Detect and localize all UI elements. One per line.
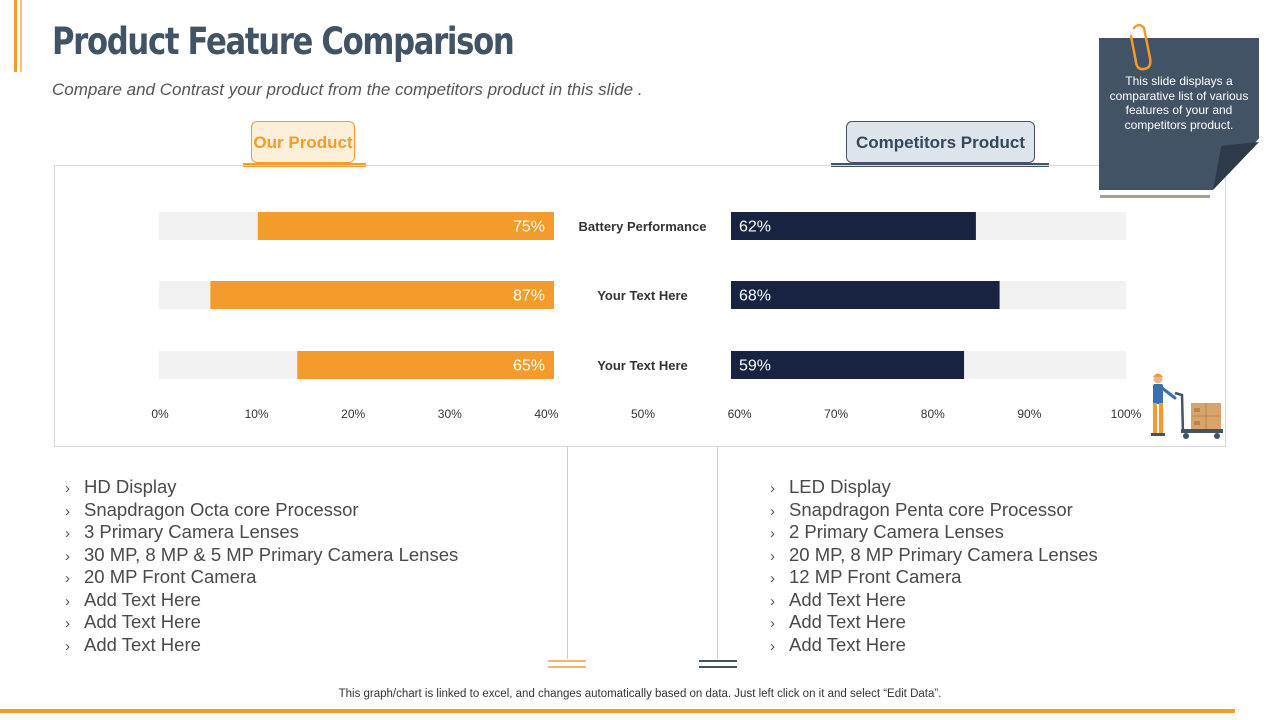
chevron-right-icon: › xyxy=(770,502,775,520)
bar-competitor xyxy=(731,212,976,240)
title-accent-bar xyxy=(14,0,23,72)
x-tick-label: 60% xyxy=(728,407,752,421)
feature-item: › Snapdragon Penta core Processor xyxy=(770,499,1098,522)
x-tick-label: 70% xyxy=(824,407,848,421)
x-tick-label: 80% xyxy=(921,407,945,421)
x-tick-label: 30% xyxy=(438,407,462,421)
note-text: This slide displays a comparative list o… xyxy=(1109,74,1249,132)
feature-item: › 3 Primary Camera Lenses xyxy=(65,521,458,544)
chevron-right-icon: › xyxy=(65,592,70,610)
competitor-features-bracket xyxy=(717,447,1218,659)
feature-item: › 2 Primary Camera Lenses xyxy=(770,521,1098,544)
x-tick-label: 90% xyxy=(1017,407,1041,421)
feature-item: › Add Text Here xyxy=(770,589,1098,612)
category-label: Battery Performance xyxy=(579,219,707,234)
chart-frame xyxy=(54,165,1226,447)
feature-item: › 30 MP, 8 MP & 5 MP Primary Camera Lense… xyxy=(65,544,458,567)
chevron-right-icon: › xyxy=(770,637,775,655)
feature-item: › HD Display xyxy=(65,476,458,499)
chevron-right-icon: › xyxy=(65,615,70,632)
chevron-right-icon: › xyxy=(770,480,775,497)
chevron-right-icon: › xyxy=(770,570,775,587)
feature-item: › 12 MP Front Camera xyxy=(770,566,1098,589)
tab-our-product[interactable]: Our Product xyxy=(251,121,355,163)
feature-item: › Add Text Here xyxy=(65,634,458,657)
chevron-right-icon: › xyxy=(65,547,70,565)
chevron-right-icon: › xyxy=(770,592,775,610)
x-tick-label: 40% xyxy=(534,407,558,421)
tab-competitors-product[interactable]: Competitors Product xyxy=(846,121,1035,163)
feature-item: › Add Text Here xyxy=(65,611,458,634)
x-tick-label: 0% xyxy=(151,407,169,421)
feature-item: › 20 MP Front Camera xyxy=(65,566,458,589)
bar-our-product xyxy=(210,281,554,309)
chevron-right-icon: › xyxy=(65,637,70,655)
our-features-bracket xyxy=(56,447,568,659)
chevron-right-icon: › xyxy=(770,615,775,632)
competitor-product-features: › LED Display › Snapdragon Penta core Proc… xyxy=(770,476,1098,656)
data-label-our: 65% xyxy=(513,358,545,375)
category-label: Your Text Here xyxy=(597,288,688,303)
our-bracket-base xyxy=(548,660,586,668)
feature-item: › LED Display xyxy=(770,476,1098,499)
page-title: Product Feature Comparison xyxy=(52,20,515,63)
comparison-bar-chart: 75% 62% Battery Performance 87% 68% Your Text… xyxy=(151,212,1142,421)
warehouse-worker-icon xyxy=(1151,373,1223,439)
note-underline xyxy=(1100,195,1210,198)
data-label-our: 75% xyxy=(513,219,545,236)
feature-item: › Snapdragon Octa core Processor xyxy=(65,499,458,522)
chevron-right-icon: › xyxy=(65,525,70,542)
bar-our-product xyxy=(297,351,554,379)
chevron-right-icon: › xyxy=(65,570,70,587)
bar-competitor xyxy=(731,351,965,379)
paperclip-icon xyxy=(1129,23,1152,71)
chevron-right-icon: › xyxy=(65,502,70,520)
feature-item: › 20 MP, 8 MP Primary Camera Lenses xyxy=(770,544,1098,567)
data-label-our: 87% xyxy=(513,288,545,305)
data-label-competitor: 62% xyxy=(739,219,771,236)
chevron-right-icon: › xyxy=(65,480,70,497)
feature-item: › Add Text Here xyxy=(770,634,1098,657)
data-label-competitor: 59% xyxy=(739,358,771,375)
data-label-competitor: 68% xyxy=(739,288,771,305)
x-tick-label: 10% xyxy=(245,407,269,421)
x-tick-label: 50% xyxy=(631,407,655,421)
footer-note: This graph/chart is linked to excel, and… xyxy=(338,688,942,700)
chevron-right-icon: › xyxy=(770,525,775,542)
x-tick-label: 100% xyxy=(1111,407,1142,421)
our-product-features: › HD Display › Snapdragon Octa core Proces… xyxy=(65,476,458,656)
chevron-right-icon: › xyxy=(770,547,775,565)
feature-item: › Add Text Here xyxy=(65,589,458,612)
feature-item: › Add Text Here xyxy=(770,611,1098,634)
page-subtitle: Compare and Contrast your product from t… xyxy=(52,80,643,99)
x-tick-label: 20% xyxy=(341,407,365,421)
bottom-accent-bar xyxy=(0,709,1235,713)
category-label: Your Text Here xyxy=(597,358,688,373)
competitor-bracket-base xyxy=(699,660,737,668)
bar-our-product xyxy=(257,212,554,240)
bar-competitor xyxy=(731,281,1000,309)
